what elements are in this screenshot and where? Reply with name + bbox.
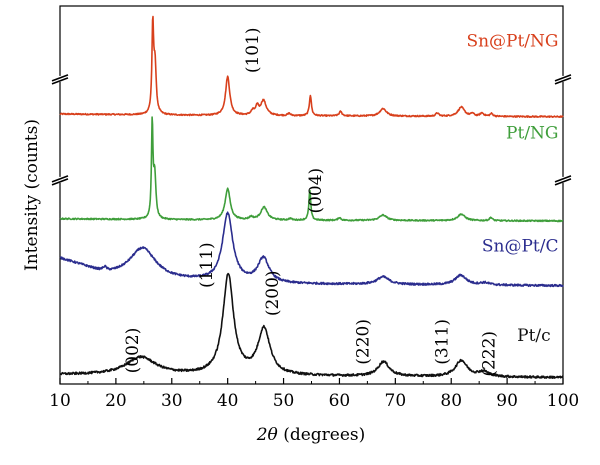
- x-tick-label-2: 30: [161, 391, 183, 411]
- series-label-layer: Sn@Pt/NG Pt/NG Sn@Pt/C Pt/c: [466, 32, 558, 346]
- axis-break-mark-0-0-b: [51, 77, 69, 85]
- axis-break-gap-1-1: [555, 176, 571, 183]
- peak-label-6: (101): [243, 27, 263, 73]
- peak-label-7: (004): [306, 168, 326, 214]
- peak-label-layer: (002) (111) (200) (220) (311) (222) (101) (004): [123, 27, 499, 376]
- axis-break-mark-0-0-a: [51, 74, 69, 82]
- x-axis-label-theta: 2θ: [256, 425, 278, 445]
- axis-break-mark-1-0-a: [51, 175, 69, 183]
- series-label-2: Sn@Pt/C: [482, 237, 559, 257]
- x-tick-label-9: 100: [547, 391, 579, 411]
- axis-break-gap-1-0: [52, 176, 68, 183]
- x-tick-label-3: 40: [217, 391, 239, 411]
- peak-label-4: (311): [432, 319, 452, 365]
- x-tick-label-5: 60: [329, 391, 351, 411]
- axis-break-mark-1-1-a: [554, 175, 572, 183]
- series-label-3: Pt/c: [517, 326, 551, 346]
- x-tick-label-0: 10: [49, 391, 71, 411]
- axis-break-mark-0-1-a: [554, 74, 572, 82]
- axis-break-mark-0-1-b: [554, 77, 572, 85]
- peak-label-5: (222): [479, 331, 499, 377]
- y-axis-label: Intensity (counts): [22, 119, 42, 271]
- axis-break-mark-1-1-b: [554, 178, 572, 186]
- peak-label-1: (111): [197, 242, 217, 288]
- axis-break-gap-0-1: [555, 75, 571, 82]
- x-tick-label-8: 90: [496, 391, 518, 411]
- series-label-1: Pt/NG: [506, 123, 558, 143]
- series-line-1: [59, 116, 564, 223]
- x-axis-label-units: (degrees): [278, 425, 365, 445]
- series-line-3: [59, 272, 564, 379]
- series-line-0: [59, 15, 564, 119]
- x-tick-label-6: 70: [385, 391, 407, 411]
- x-tick-label-1: 20: [105, 391, 127, 411]
- x-tick-label-4: 50: [273, 391, 295, 411]
- x-axis-label: 2θ (degrees): [256, 425, 366, 445]
- axis-break-gap-0-0: [52, 75, 68, 82]
- peak-label-3: (220): [354, 319, 374, 365]
- series-line-2: [59, 211, 564, 288]
- peak-label-0: (002): [123, 328, 143, 374]
- series-label-0: Sn@Pt/NG: [466, 32, 558, 52]
- axis-breaks: [51, 74, 572, 186]
- axis-break-mark-1-0-b: [51, 178, 69, 186]
- x-axis: 10 20 30 40 50 60 70 80 90 100: [49, 378, 579, 411]
- series-layer: [59, 15, 564, 379]
- peak-label-2: (200): [263, 270, 283, 316]
- x-tick-label-7: 80: [440, 391, 462, 411]
